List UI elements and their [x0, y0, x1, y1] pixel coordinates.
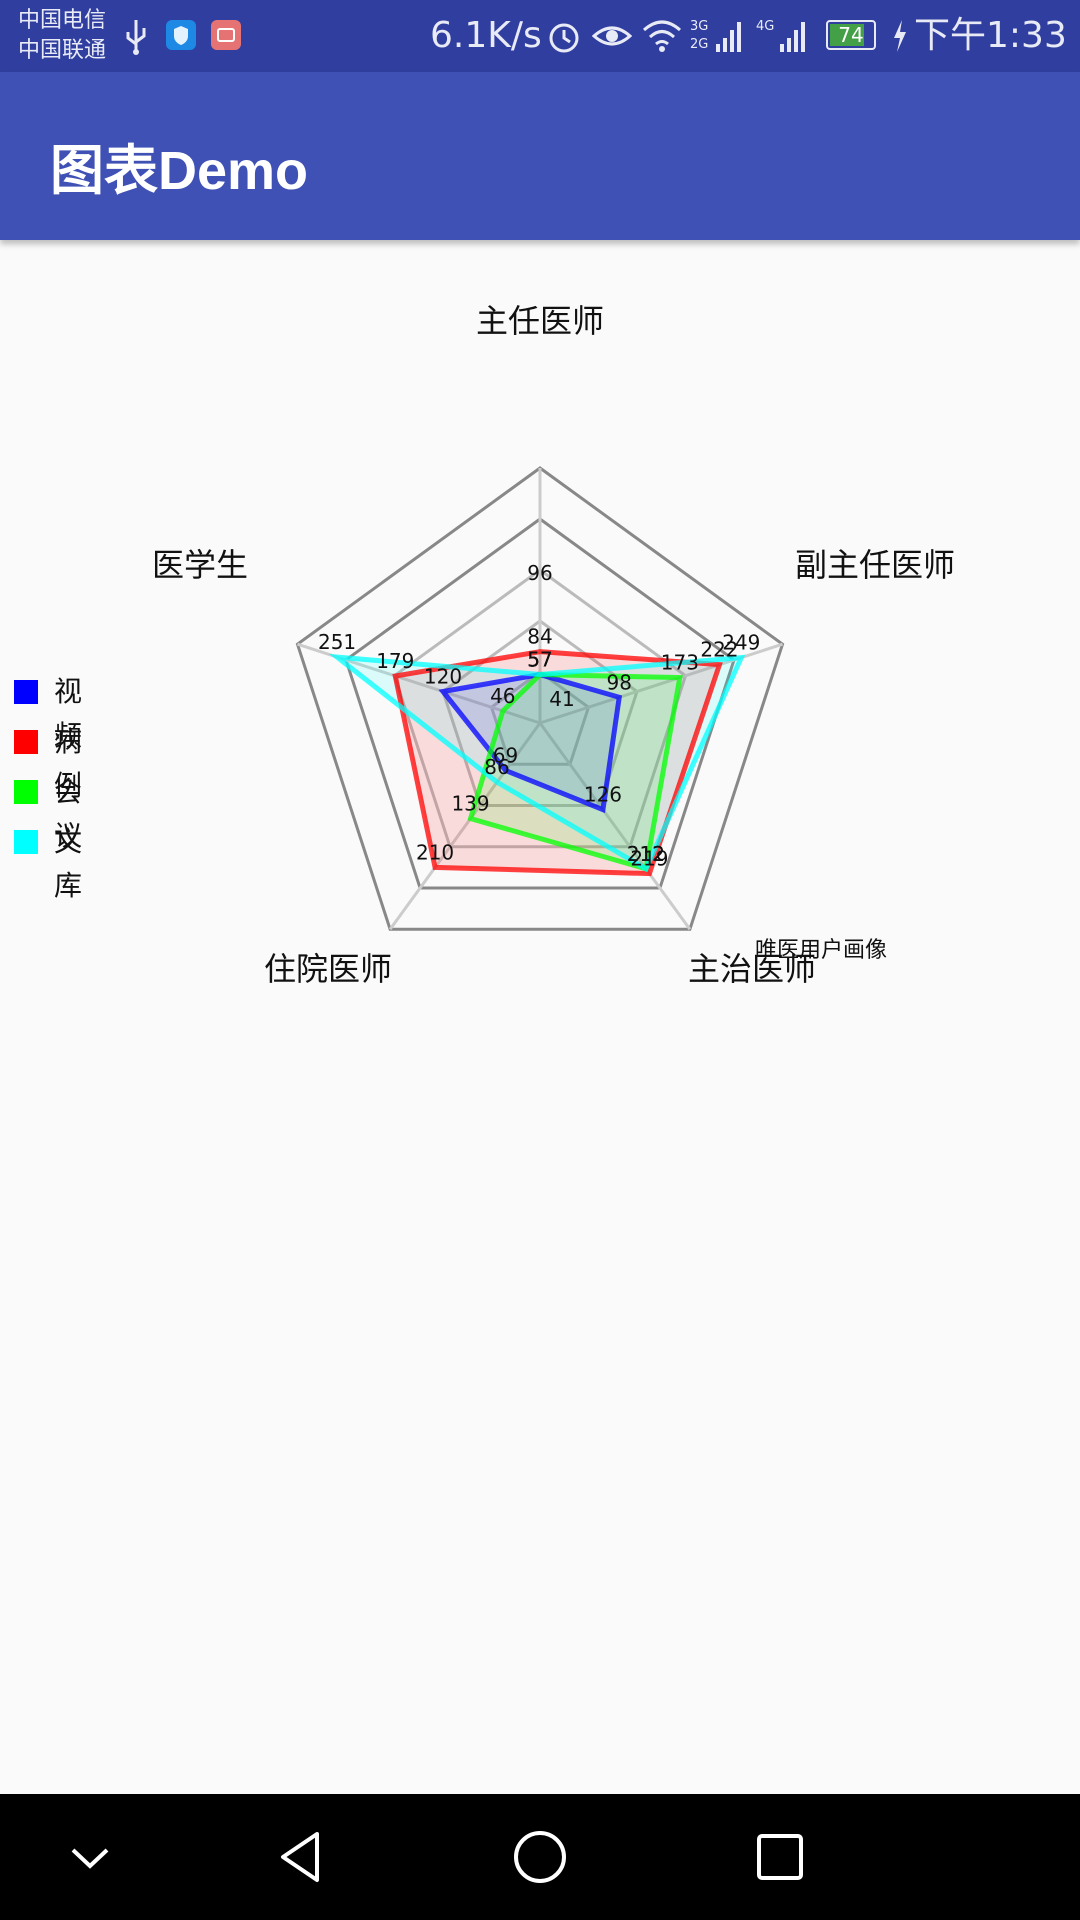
charging-icon [894, 20, 906, 52]
app-title: 图表Demo [50, 141, 309, 201]
legend-swatch [14, 730, 38, 754]
radar-grid-ring [489, 670, 591, 766]
shield-app-icon [166, 20, 196, 50]
data-label: 219 [630, 847, 668, 871]
axis-label: 主治医师 [688, 950, 816, 988]
collapse-icon[interactable] [55, 1822, 125, 1892]
data-label: 120 [424, 664, 462, 688]
data-label: 179 [376, 649, 414, 673]
axis-label: 医学生 [152, 546, 248, 584]
battery-level: 74 [838, 23, 864, 47]
recents-icon[interactable] [745, 1822, 815, 1892]
data-label: 212 [627, 842, 665, 866]
data-label: 139 [451, 792, 489, 816]
data-label: 57 [527, 648, 552, 672]
carrier-1: 中国电信 [18, 8, 107, 33]
series-line [467, 672, 683, 872]
alarm-icon [549, 23, 579, 53]
svg-text:4G: 4G [756, 19, 774, 34]
data-label: 251 [318, 630, 356, 654]
axis-label: 住院医师 [264, 950, 392, 988]
radar-grid-ring [295, 466, 785, 931]
signal-4g-icon: 4G [756, 19, 805, 52]
data-label: 57 [527, 648, 552, 672]
status-bar: 中国电信 中国联通 6.1K/s 3G 2G 4G [0, 0, 1080, 72]
navigation-bar [0, 1794, 1080, 1920]
clock: 下午1:33 [914, 15, 1067, 56]
data-label: 210 [416, 840, 454, 864]
data-label: 98 [606, 670, 631, 694]
radar-grid-ring [344, 517, 736, 890]
series-line [438, 671, 623, 814]
network-speed: 6.1K/s [430, 15, 542, 56]
data-label: 222 [700, 638, 738, 662]
data-label: 249 [722, 631, 760, 655]
legend-label: 会议 [54, 775, 83, 852]
series-area [337, 657, 742, 869]
legend-swatch [14, 830, 38, 854]
data-label: 41 [549, 687, 574, 711]
series-area [470, 674, 680, 869]
signal-3g-icon: 3G 2G [690, 19, 741, 52]
home-icon[interactable] [505, 1822, 575, 1892]
data-label: 84 [527, 625, 552, 649]
legend-swatch [14, 780, 38, 804]
chart-description: 唯医用户画像 [755, 938, 887, 963]
battery-icon: 74 [826, 20, 876, 50]
carrier-2: 中国联通 [18, 38, 107, 63]
axis-label: 副主任医师 [795, 546, 955, 584]
message-app-icon [211, 20, 241, 50]
data-label: 86 [484, 755, 509, 779]
svg-text:2G: 2G [690, 37, 708, 52]
legend-swatch [14, 680, 38, 704]
data-label: 212 [627, 842, 665, 866]
data-label: 173 [661, 651, 699, 675]
radar-spoke [538, 722, 692, 931]
eye-icon [592, 26, 632, 46]
usb-icon [126, 20, 146, 55]
series-line [328, 653, 746, 873]
back-icon[interactable] [265, 1822, 335, 1892]
wifi-icon [643, 20, 681, 52]
data-label: 57 [527, 648, 552, 672]
app-bar: 图表Demo [0, 72, 1080, 240]
data-label: 46 [490, 684, 515, 708]
legend-label: 病例 [54, 725, 83, 802]
legend-label: 文库 [54, 825, 83, 902]
radar-spoke [388, 722, 542, 931]
data-label: 126 [584, 783, 622, 807]
legend-label: 视频 [54, 675, 83, 752]
svg-text:3G: 3G [690, 19, 708, 34]
data-label: 96 [527, 561, 552, 585]
carrier-info: 中国电信 中国联通 [18, 6, 106, 66]
chart-content: 视频 病例 会议 文库 57 98 126 69 120 84 222 219 210 179 57 173… [0, 240, 1080, 1794]
axis-label: 主任医师 [476, 302, 604, 340]
series-area [442, 674, 620, 810]
data-label: 69 [493, 743, 518, 767]
